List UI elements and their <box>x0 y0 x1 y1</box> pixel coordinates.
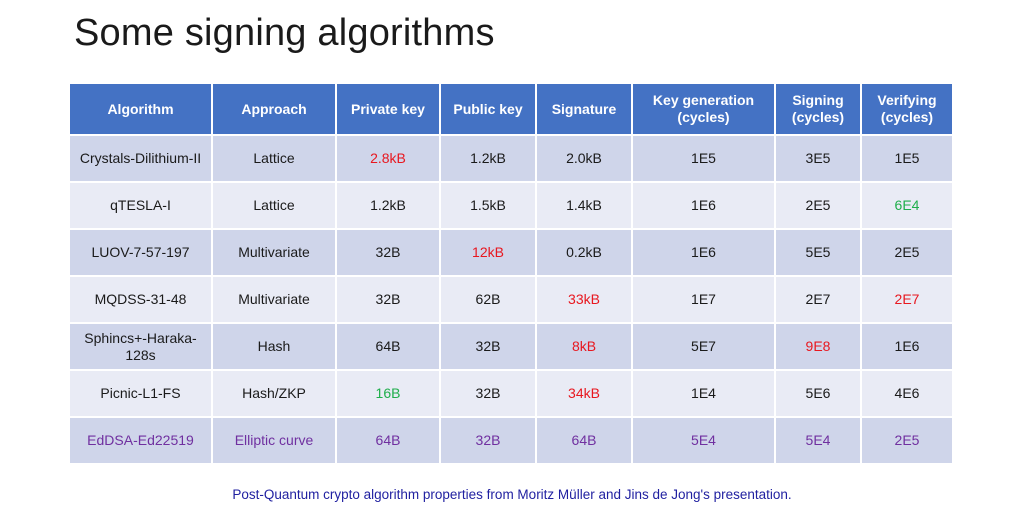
cell-verifying: 1E5 <box>860 134 954 183</box>
cell-key-generation: 1E6 <box>631 228 776 277</box>
cell-approach: Multivariate <box>211 275 337 324</box>
cell-algorithm: Crystals-Dilithium-II <box>68 134 213 183</box>
header-key-generation: Key generation (cycles) <box>631 82 776 136</box>
header-algorithm: Algorithm <box>68 82 213 136</box>
cell-signature: 8kB <box>535 322 633 371</box>
cell-private-key: 32B <box>335 228 441 277</box>
cell-key-generation: 1E7 <box>631 275 776 324</box>
header-signing: Signing (cycles) <box>774 82 862 136</box>
cell-public-key: 32B <box>439 369 537 418</box>
cell-algorithm: EdDSA-Ed22519 <box>68 416 213 465</box>
cell-algorithm: MQDSS-31-48 <box>68 275 213 324</box>
header-private-key: Private key <box>335 82 441 136</box>
cell-verifying: 1E6 <box>860 322 954 371</box>
cell-key-generation: 1E4 <box>631 369 776 418</box>
table-row: qTESLA-I Lattice 1.2kB 1.5kB 1.4kB 1E6 2E5 6E4 <box>68 181 954 230</box>
cell-public-key: 32B <box>439 322 537 371</box>
cell-key-generation: 5E4 <box>631 416 776 465</box>
slide-title: Some signing algorithms <box>74 12 495 54</box>
algorithm-table: Algorithm Approach Private key Public ke… <box>68 82 954 465</box>
table-body: Crystals-Dilithium-II Lattice 2.8kB 1.2kB 2.… <box>68 134 954 465</box>
table-row: Sphincs+-Haraka-128s Hash 64B 32B 8kB 5E7 9E8 1… <box>68 322 954 371</box>
cell-approach: Lattice <box>211 134 337 183</box>
header-verifying: Verifying (cycles) <box>860 82 954 136</box>
caption: Post-Quantum crypto algorithm properties… <box>232 487 792 502</box>
cell-public-key: 62B <box>439 275 537 324</box>
table-header-row: Algorithm Approach Private key Public ke… <box>68 82 954 136</box>
cell-approach: Hash <box>211 322 337 371</box>
cell-key-generation: 1E5 <box>631 134 776 183</box>
header-approach: Approach <box>211 82 337 136</box>
cell-signing: 5E6 <box>774 369 862 418</box>
cell-private-key: 64B <box>335 322 441 371</box>
cell-signing: 2E5 <box>774 181 862 230</box>
cell-signing: 3E5 <box>774 134 862 183</box>
cell-signature: 34kB <box>535 369 633 418</box>
cell-private-key: 64B <box>335 416 441 465</box>
cell-private-key: 2.8kB <box>335 134 441 183</box>
cell-public-key: 12kB <box>439 228 537 277</box>
cell-private-key: 32B <box>335 275 441 324</box>
cell-key-generation: 1E6 <box>631 181 776 230</box>
header-public-key: Public key <box>439 82 537 136</box>
cell-signing: 2E7 <box>774 275 862 324</box>
cell-approach: Hash/ZKP <box>211 369 337 418</box>
cell-verifying: 6E4 <box>860 181 954 230</box>
cell-algorithm: qTESLA-I <box>68 181 213 230</box>
cell-verifying: 2E5 <box>860 416 954 465</box>
table-row: LUOV-7-57-197 Multivariate 32B 12kB 0.2kB 1E6… <box>68 228 954 277</box>
cell-algorithm: LUOV-7-57-197 <box>68 228 213 277</box>
cell-signing: 5E4 <box>774 416 862 465</box>
cell-key-generation: 5E7 <box>631 322 776 371</box>
header-signature: Signature <box>535 82 633 136</box>
cell-public-key: 32B <box>439 416 537 465</box>
cell-private-key: 16B <box>335 369 441 418</box>
cell-signature: 1.4kB <box>535 181 633 230</box>
table-row: EdDSA-Ed22519 Elliptic curve 64B 32B 64B 5E4 5… <box>68 416 954 465</box>
cell-signature: 0.2kB <box>535 228 633 277</box>
cell-verifying: 4E6 <box>860 369 954 418</box>
cell-public-key: 1.2kB <box>439 134 537 183</box>
table-row: Crystals-Dilithium-II Lattice 2.8kB 1.2kB 2.… <box>68 134 954 183</box>
cell-signature: 2.0kB <box>535 134 633 183</box>
cell-signature: 33kB <box>535 275 633 324</box>
cell-algorithm: Picnic-L1-FS <box>68 369 213 418</box>
cell-approach: Multivariate <box>211 228 337 277</box>
table-row: Picnic-L1-FS Hash/ZKP 16B 32B 34kB 1E4 5E6 4E6 <box>68 369 954 418</box>
cell-verifying: 2E7 <box>860 275 954 324</box>
cell-verifying: 2E5 <box>860 228 954 277</box>
cell-algorithm: Sphincs+-Haraka-128s <box>68 322 213 371</box>
cell-signing: 9E8 <box>774 322 862 371</box>
cell-signing: 5E5 <box>774 228 862 277</box>
cell-public-key: 1.5kB <box>439 181 537 230</box>
cell-approach: Lattice <box>211 181 337 230</box>
cell-approach: Elliptic curve <box>211 416 337 465</box>
cell-signature: 64B <box>535 416 633 465</box>
cell-private-key: 1.2kB <box>335 181 441 230</box>
table-row: MQDSS-31-48 Multivariate 32B 62B 33kB 1E7 2E7 2… <box>68 275 954 324</box>
